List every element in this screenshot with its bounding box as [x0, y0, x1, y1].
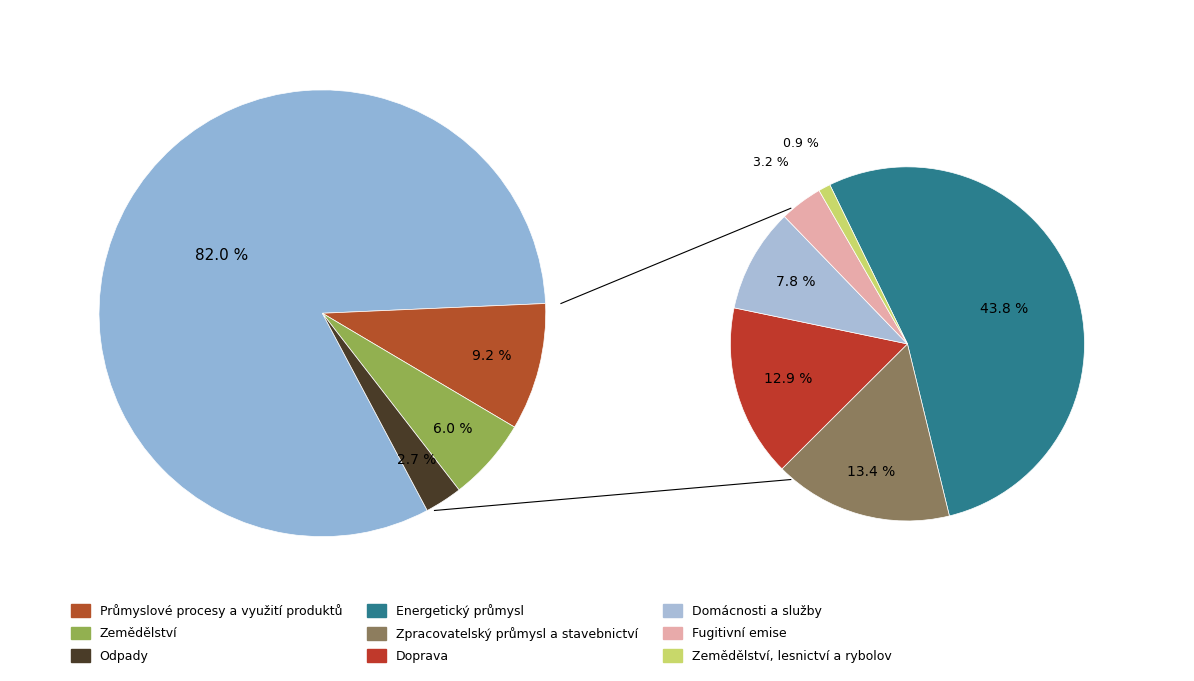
Wedge shape: [819, 185, 907, 344]
Text: 13.4 %: 13.4 %: [848, 464, 896, 479]
Text: 3.2 %: 3.2 %: [753, 157, 789, 170]
Wedge shape: [322, 304, 546, 427]
Wedge shape: [830, 167, 1084, 516]
Wedge shape: [99, 90, 546, 537]
Text: 43.8 %: 43.8 %: [980, 302, 1028, 316]
Text: 7.8 %: 7.8 %: [776, 275, 816, 289]
Text: 6.0 %: 6.0 %: [433, 422, 473, 436]
Legend: Průmyslové procesy a využití produktů, Zemědělství, Odpady, Energetický průmysl,: Průmyslové procesy a využití produktů, Z…: [66, 599, 897, 668]
Text: 12.9 %: 12.9 %: [764, 373, 813, 386]
Wedge shape: [731, 308, 907, 469]
Wedge shape: [322, 313, 458, 511]
Wedge shape: [734, 217, 907, 344]
Text: 9.2 %: 9.2 %: [472, 349, 511, 362]
Wedge shape: [782, 344, 949, 521]
Wedge shape: [784, 191, 907, 344]
Wedge shape: [322, 313, 515, 490]
Text: 0.9 %: 0.9 %: [783, 138, 819, 151]
Text: 2.7 %: 2.7 %: [398, 453, 437, 466]
Text: 82.0 %: 82.0 %: [195, 248, 248, 263]
